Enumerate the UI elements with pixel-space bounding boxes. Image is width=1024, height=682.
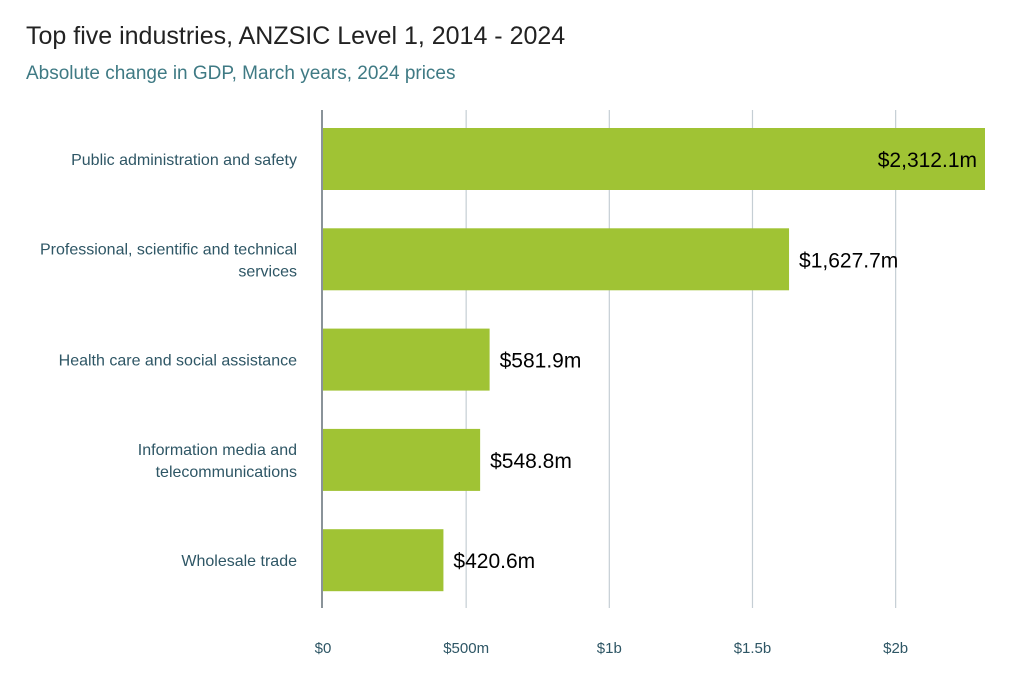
bar-2 bbox=[323, 328, 490, 391]
chart-subtitle: Absolute change in GDP, March years, 202… bbox=[26, 63, 456, 84]
value-label-3: $548.8m bbox=[490, 450, 572, 473]
category-label-2: Health care and social assistance bbox=[59, 353, 297, 370]
category-label-3: Information media and telecommunications bbox=[138, 442, 297, 481]
value-label-0: $2,312.1m bbox=[878, 149, 977, 172]
value-label-4: $420.6m bbox=[453, 550, 535, 573]
x-tick-label-3: $1.5b bbox=[734, 640, 772, 657]
x-tick-label-0: $0 bbox=[315, 640, 332, 657]
category-label-4: Wholesale trade bbox=[181, 553, 297, 570]
x-tick-label-2: $1b bbox=[597, 640, 622, 657]
bar-1 bbox=[323, 228, 790, 291]
bar-4 bbox=[323, 529, 444, 592]
x-tick-label-1: $500m bbox=[443, 640, 489, 657]
bar-0 bbox=[323, 128, 985, 190]
category-label-1: Professional, scientific and technical se… bbox=[40, 241, 297, 280]
bar-3 bbox=[323, 428, 481, 491]
x-tick-label-4: $2b bbox=[883, 640, 908, 657]
chart-title: Top five industries, ANZSIC Level 1, 201… bbox=[26, 22, 566, 50]
value-label-2: $581.9m bbox=[500, 350, 582, 373]
value-label-1: $1,627.7m bbox=[799, 249, 898, 272]
category-label-0: Public administration and safety bbox=[71, 152, 297, 169]
